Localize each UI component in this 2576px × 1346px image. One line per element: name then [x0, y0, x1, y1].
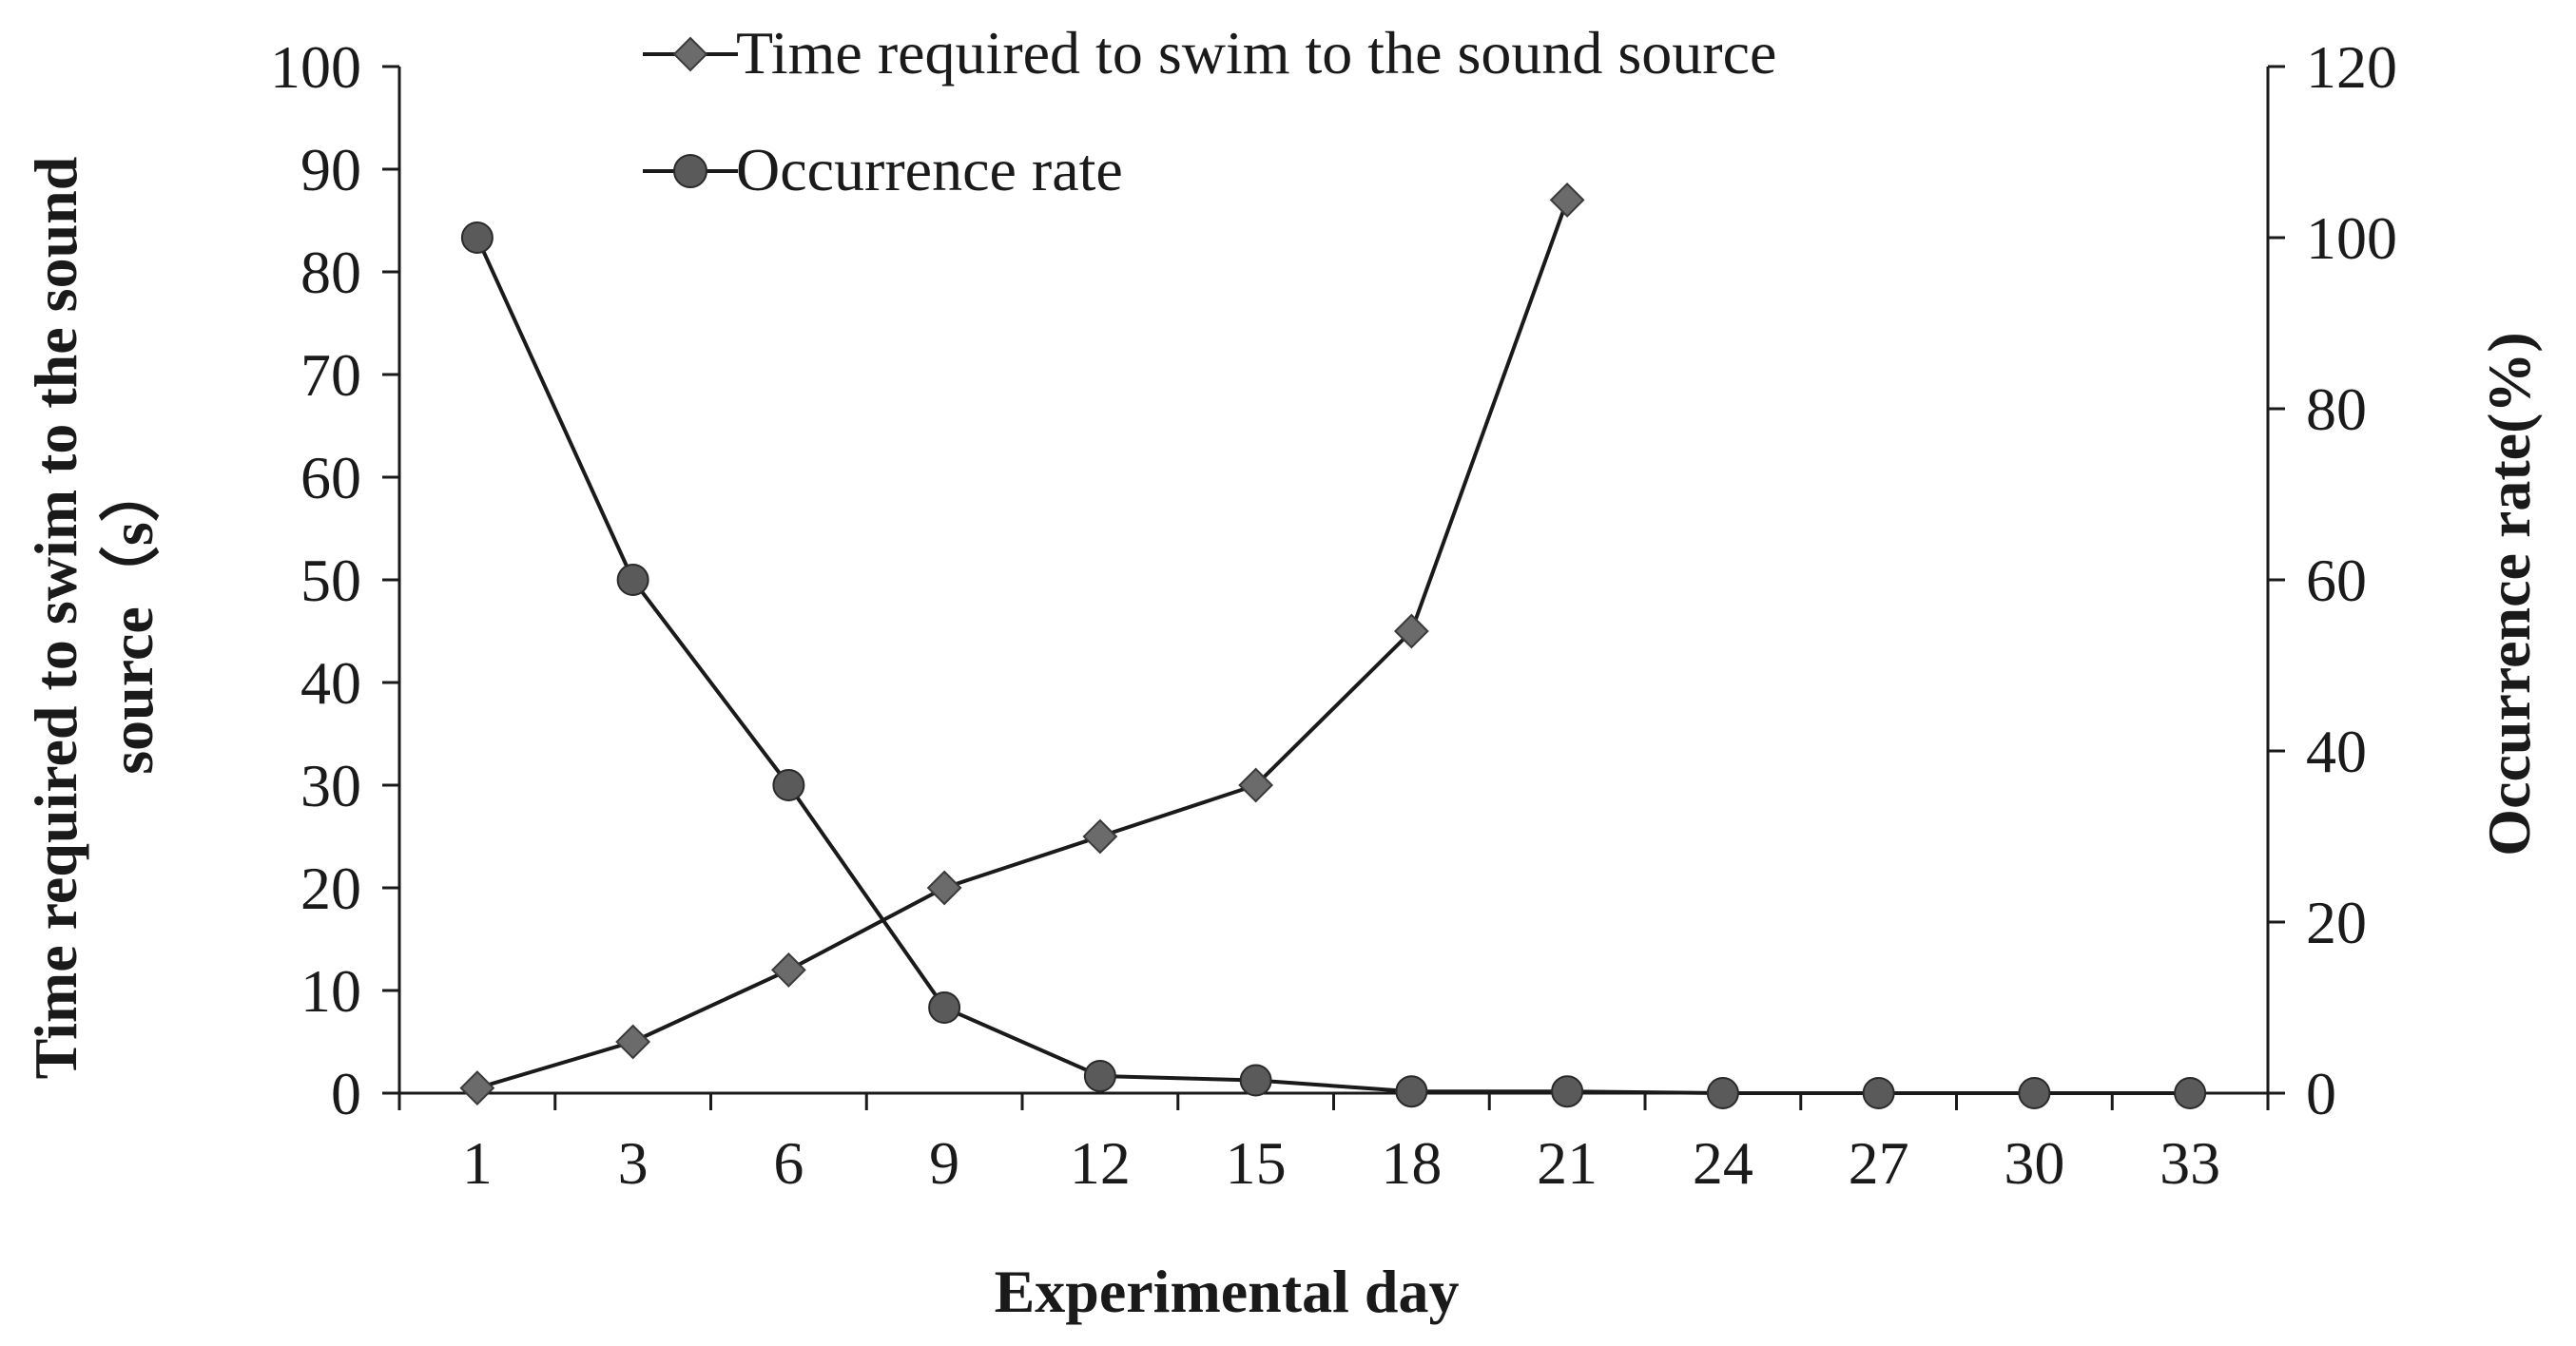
- legend-label-occurrence: Occurrence rate: [736, 136, 1123, 203]
- left-axis-title-line-1: Time required to swim to the sound: [22, 157, 89, 1080]
- data-point-time: [770, 952, 806, 988]
- y-tick-label-left: 70: [300, 341, 361, 409]
- y-tick-label-right: 60: [2306, 547, 2367, 614]
- y-tick-label-left: 10: [300, 957, 361, 1025]
- x-tick-label: 21: [1537, 1129, 1598, 1197]
- legend-marker-circle: [673, 154, 707, 188]
- data-point-time: [459, 1070, 495, 1106]
- data-point-occurrence: [1862, 1077, 1895, 1109]
- data-point-time: [1082, 818, 1118, 855]
- x-tick-label: 24: [1693, 1129, 1753, 1197]
- right-axis-title: Occurrence rate(%): [2475, 332, 2543, 856]
- x-tick-label: 15: [1226, 1129, 1287, 1197]
- x-tick-label: 9: [929, 1129, 959, 1197]
- x-tick-label: 12: [1070, 1129, 1131, 1197]
- data-point-occurrence: [616, 564, 649, 596]
- data-point-time: [1393, 613, 1429, 649]
- x-axis-title: Experimental day: [995, 1258, 1460, 1325]
- y-tick-label-left: 60: [300, 444, 361, 511]
- data-point-occurrence: [1083, 1060, 1116, 1092]
- data-point-occurrence: [772, 769, 805, 801]
- data-point-occurrence: [928, 991, 961, 1024]
- legend-marker-diamond: [672, 36, 708, 72]
- data-point-occurrence: [2174, 1077, 2207, 1109]
- y-tick-label-left: 50: [300, 547, 361, 614]
- y-tick-label-right: 40: [2306, 718, 2367, 785]
- y-tick-label-right: 100: [2306, 204, 2397, 272]
- y-tick-label-right: 0: [2306, 1060, 2336, 1127]
- x-tick-label: 3: [618, 1129, 649, 1197]
- data-point-occurrence: [460, 221, 494, 254]
- data-point-occurrence: [1395, 1075, 1428, 1108]
- series-lines: [475, 199, 2191, 1095]
- axes: 0 10 20 30 40 50 60 70 80 90 100 0 20 40 60 80 100 120 1 3 6…: [270, 33, 2397, 1197]
- data-point-time: [1238, 767, 1274, 803]
- y-tick-label-right: 80: [2306, 375, 2367, 443]
- data-point-occurrence: [2018, 1077, 2051, 1109]
- legend: Time required to swim to the sound sourc…: [643, 19, 1776, 203]
- y-tick-label-left: 80: [300, 239, 361, 306]
- legend-label-time: Time required to swim to the sound sourc…: [736, 19, 1776, 87]
- series-line-occurrence: [475, 237, 2191, 1095]
- x-tick-label: 1: [462, 1129, 493, 1197]
- x-tick-label: 6: [773, 1129, 804, 1197]
- x-tick-label: 33: [2160, 1129, 2220, 1197]
- y-tick-label-right: 20: [2306, 889, 2367, 956]
- data-point-time: [926, 870, 962, 906]
- data-point-time: [615, 1024, 651, 1060]
- data-point-occurrence: [1239, 1064, 1272, 1097]
- markers: [459, 182, 2207, 1109]
- y-tick-label-right: 120: [2306, 33, 2397, 101]
- x-tick-label: 30: [2004, 1129, 2064, 1197]
- y-tick-label-left: 20: [300, 855, 361, 922]
- data-point-occurrence: [1551, 1075, 1584, 1108]
- left-axis-title-line-2: source（s）: [98, 461, 165, 774]
- data-point-occurrence: [1706, 1077, 1739, 1109]
- y-tick-label-left: 30: [300, 752, 361, 819]
- y-tick-label-left: 0: [331, 1060, 361, 1127]
- series-line-time: [476, 199, 1570, 1090]
- data-point-time: [1549, 182, 1585, 218]
- y-tick-label-left: 90: [300, 136, 361, 203]
- left-axis-title: Time required to swim to the sound sourc…: [22, 157, 165, 1080]
- y-tick-label-left: 100: [270, 33, 361, 101]
- x-tick-label: 27: [1849, 1129, 1909, 1197]
- x-tick-label: 18: [1381, 1129, 1442, 1197]
- y-tick-label-left: 40: [300, 649, 361, 717]
